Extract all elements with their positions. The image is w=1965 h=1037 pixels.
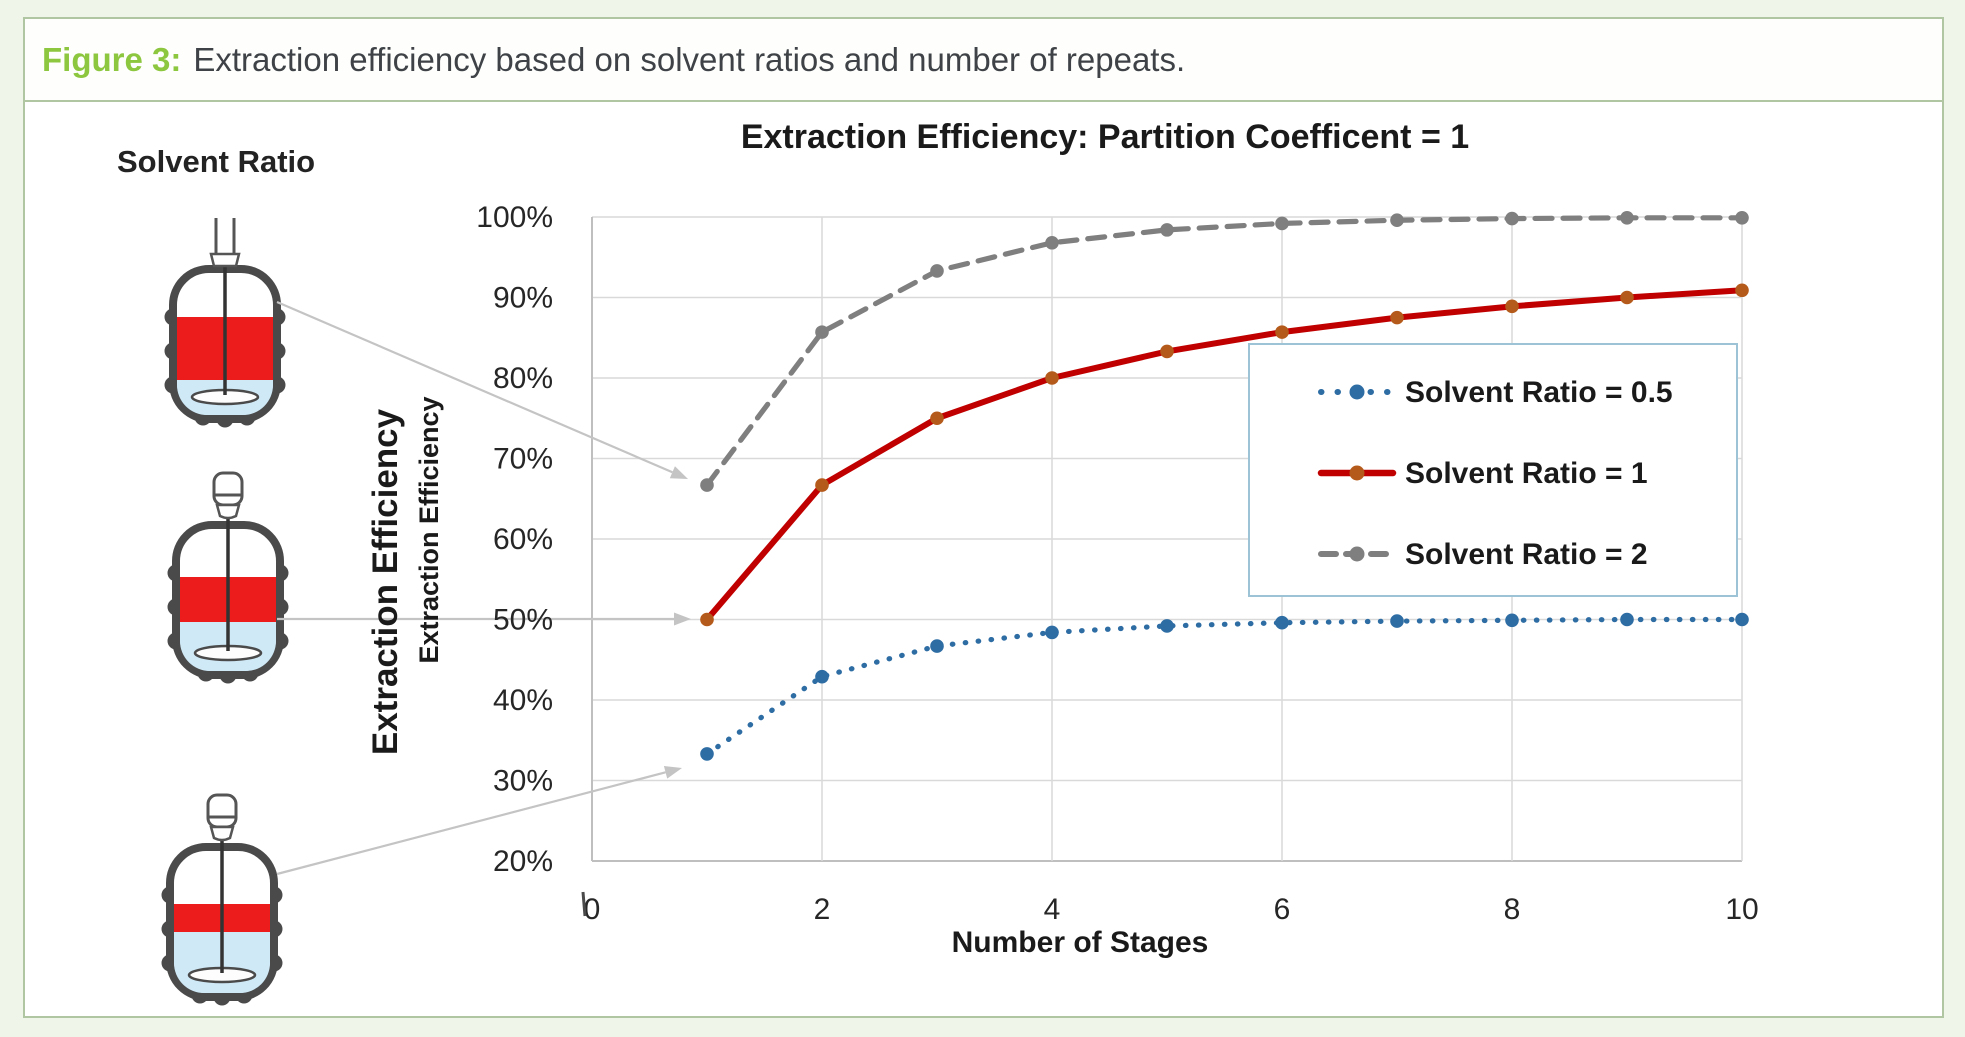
data-point-marker: [930, 411, 944, 426]
data-point-marker: [700, 478, 714, 492]
x-tick-label: 10: [1725, 893, 1758, 926]
y-tick-label: 90%: [493, 282, 553, 315]
data-point-marker: [1390, 213, 1404, 228]
legend-label-ratio-05: Solvent Ratio = 0.5: [1405, 376, 1673, 409]
vessel-neck: [206, 793, 238, 842]
data-point-marker: [1275, 615, 1289, 630]
chart-title: Extraction Efficiency: Partition Coeffic…: [741, 118, 1469, 156]
data-point-marker: [1390, 614, 1404, 628]
figure-box: Figure 3: Extraction efficiency based on…: [23, 17, 1944, 1018]
x-tick-label: 6: [1274, 893, 1291, 926]
data-point-marker: [1735, 612, 1749, 627]
data-series: [700, 211, 1749, 761]
extraction-efficiency-chart: 100% 90% 80% 70% 60% 50% 40% 30% 20% 0 2 4 6 8 10 Ext…: [276, 118, 1759, 959]
data-point-marker: [930, 639, 944, 653]
x-tick-label: 2: [814, 893, 831, 926]
series-line: [704, 287, 1745, 623]
data-point-marker: [1160, 619, 1174, 633]
data-point-marker: [815, 325, 829, 339]
y-tick-label: 60%: [493, 523, 553, 556]
vessel-leader-arrows: [276, 300, 691, 876]
data-point-marker: [1620, 290, 1634, 305]
y-tick-label: 30%: [493, 765, 553, 798]
data-point-marker: [1505, 299, 1519, 314]
figure-caption: Figure 3: Extraction efficiency based on…: [25, 19, 1942, 102]
x-tick-label: 8: [1504, 893, 1521, 926]
data-point-marker: [1045, 371, 1059, 385]
legend-label-ratio-1: Solvent Ratio = 1: [1405, 457, 1648, 490]
x-axis-tick-labels: 0 2 4 6 8 10: [584, 893, 1759, 926]
x-axis-title: Number of Stages: [952, 926, 1209, 959]
y-axis-tick-labels: 100% 90% 80% 70% 60% 50% 40% 30% 20%: [476, 201, 553, 878]
data-point-marker: [1160, 344, 1174, 359]
data-point-marker: [1390, 310, 1404, 325]
data-point-marker: [700, 747, 714, 761]
figure-caption-text: Extraction efficiency based on solvent r…: [193, 40, 1186, 78]
vessel-solvent-ratio-1: [167, 471, 289, 684]
legend: Solvent Ratio = 0.5 Solvent Ratio = 1 So…: [1248, 343, 1738, 597]
data-point-marker: [1735, 211, 1749, 225]
solvent-ratio-heading: Solvent Ratio: [117, 144, 316, 179]
data-point-marker: [700, 612, 714, 627]
y-tick-label: 70%: [493, 443, 553, 476]
y-tick-label: 80%: [493, 362, 553, 395]
x-tick-label: 0: [584, 893, 601, 926]
legend-swatches: [1317, 384, 1397, 562]
legend-label-ratio-2: Solvent Ratio = 2: [1405, 538, 1648, 571]
x-tick-label: 4: [1044, 893, 1061, 926]
data-point-marker: [1045, 235, 1059, 250]
series-line: [704, 215, 1745, 488]
figure-content: Solvent Ratio: [25, 102, 1942, 1016]
data-point-marker: [1620, 612, 1634, 627]
y-tick-label: 50%: [493, 604, 553, 637]
data-point-marker: [1045, 625, 1059, 640]
figure-caption-label: Figure 3:: [42, 40, 182, 78]
data-point-marker: [1275, 325, 1289, 339]
vessel-solvent-ratio-0-5: [161, 793, 283, 1006]
data-point-marker: [1160, 223, 1174, 237]
stray-mark: [581, 891, 587, 917]
y-tick-label: 20%: [493, 845, 553, 878]
data-point-marker: [1505, 613, 1519, 628]
series-line: [704, 616, 1745, 757]
vessel-neck: [212, 471, 244, 520]
data-point-marker: [1735, 283, 1749, 298]
data-point-marker: [1620, 211, 1634, 225]
data-point-marker: [1505, 211, 1519, 226]
data-point-marker: [930, 264, 944, 278]
data-point-marker: [1275, 216, 1289, 231]
y-axis-title: Extraction Efficiency: [366, 408, 405, 755]
data-point-marker: [815, 669, 829, 684]
y-tick-label: 40%: [493, 684, 553, 717]
y-tick-label: 100%: [476, 201, 553, 234]
y-axis-title-secondary: Extraction Efficiency: [414, 396, 444, 663]
vessel-neck: [209, 218, 241, 268]
vessel-solvent-ratio-2: [164, 218, 286, 428]
data-point-marker: [815, 478, 829, 492]
